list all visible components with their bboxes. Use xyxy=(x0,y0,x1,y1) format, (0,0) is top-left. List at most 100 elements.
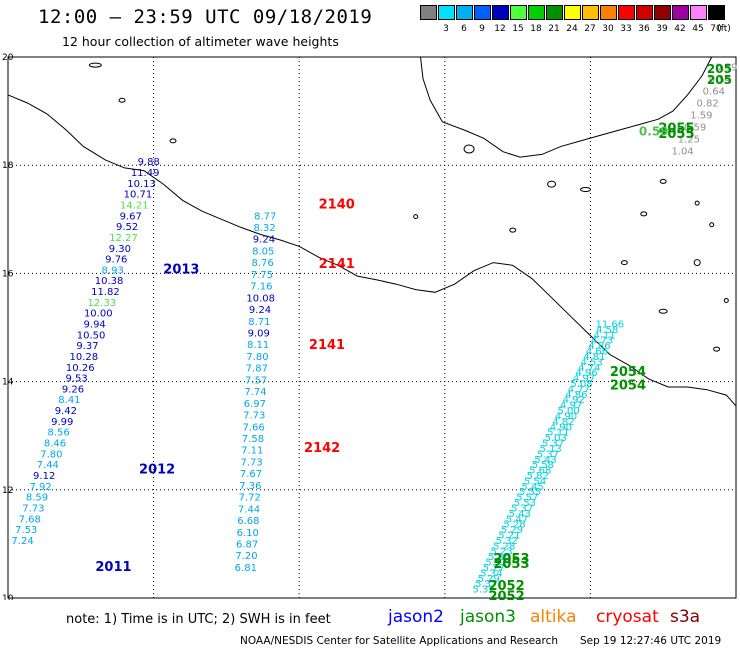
scale-label: 15 xyxy=(512,24,524,34)
wave-height-value: 5.11 xyxy=(547,428,569,439)
wave-height-value: 12.33 xyxy=(88,298,117,309)
pass-number-label: 2053 xyxy=(493,552,529,567)
lake-outline xyxy=(659,178,667,184)
scale-swatch xyxy=(420,5,437,20)
latitude-tick-label: 14 xyxy=(2,378,14,388)
wave-height-value: 7.44 xyxy=(238,504,260,515)
lake-outline xyxy=(118,97,126,103)
wave-height-value: 4.11 xyxy=(594,330,616,341)
wave-height-value: 9.12 xyxy=(33,471,55,482)
wave-height-value: 5.23 xyxy=(491,547,513,558)
wave-height-value: 9.67 xyxy=(120,211,142,222)
wave-height-value: 7.75 xyxy=(251,270,273,281)
wave-height-value: 5.37 xyxy=(542,439,564,450)
lake-outline xyxy=(580,187,592,193)
scale-label: 18 xyxy=(530,24,542,34)
wave-height-value: 8.46 xyxy=(44,439,66,450)
wave-height-value: 5.29 xyxy=(478,574,500,585)
wave-height-value: 8.77 xyxy=(254,211,276,222)
wave-height-value: 5.12 xyxy=(485,558,507,569)
wave-height-value: 5.35 xyxy=(488,552,510,563)
wave-height-value: 5.13 xyxy=(539,444,561,455)
lake-outline xyxy=(694,200,700,206)
wave-height-value: 4.58 xyxy=(596,325,618,336)
lake-outline xyxy=(640,211,648,217)
wave-height-value: 4.66 xyxy=(586,347,608,358)
lake-outline xyxy=(463,144,475,154)
wave-height-value: 10.38 xyxy=(95,276,124,287)
wave-height-value: 1.25 xyxy=(678,134,700,145)
scale-label: 39 xyxy=(656,24,668,34)
lake-outline xyxy=(413,214,419,220)
scale-swatch xyxy=(510,5,527,20)
wave-height-value: 5.27 xyxy=(483,563,505,574)
wave-height-value: 7.72 xyxy=(239,493,261,504)
pass-number-label: 205 xyxy=(707,73,732,87)
wave-height-value: 4.77 xyxy=(568,384,590,395)
wave-height-value: 4.53 xyxy=(581,357,603,368)
wave-height-value: 4.73 xyxy=(591,336,613,347)
lake-outline xyxy=(723,297,729,303)
scale-label: 6 xyxy=(461,24,467,34)
map-canvas: -105-102-99-96-93-901012141618209.8811.4… xyxy=(2,53,737,600)
wave-height-value: 10.28 xyxy=(70,352,99,363)
wave-height-value: 7.74 xyxy=(244,387,266,398)
lake-outline xyxy=(509,227,517,233)
wave-height-value: 5.82 xyxy=(527,471,549,482)
scale-swatch xyxy=(492,5,509,20)
pass-number-label: 2055 xyxy=(658,127,694,142)
wave-height-value: 11.49 xyxy=(131,168,160,179)
wave-height-value: 4.86 xyxy=(565,390,587,401)
latitude-tick-label: 18 xyxy=(2,161,14,171)
map-border xyxy=(7,56,737,599)
wave-height-value: 5.54 xyxy=(524,476,546,487)
wave-height-value: 1.04 xyxy=(671,146,693,157)
scale-swatch xyxy=(708,5,725,20)
wave-height-value: 5.28 xyxy=(493,541,515,552)
lake-outline xyxy=(709,222,715,228)
lake-outline xyxy=(658,308,668,314)
scale-swatch xyxy=(582,5,599,20)
wave-height-value: 9.42 xyxy=(55,406,77,417)
pass-number-label: 2142 xyxy=(304,441,340,456)
latitude-tick-label: 20 xyxy=(2,53,14,63)
scale-label: 30 xyxy=(602,24,614,34)
wave-height-value: 6.10 xyxy=(237,528,259,539)
wave-height-value: 5.47 xyxy=(506,514,528,525)
scale-swatch xyxy=(546,5,563,20)
wave-height-value: 5.29 xyxy=(501,525,523,536)
wave-height-value: 5.37 xyxy=(475,579,497,590)
wave-height-value: 9.53 xyxy=(66,374,88,385)
wave-height-value: 9.26 xyxy=(62,384,84,395)
wave-height-value: 4.97 xyxy=(560,401,582,412)
wave-height-value: 8.56 xyxy=(47,428,69,439)
scale-swatch xyxy=(654,5,671,20)
wave-height-value: 7.87 xyxy=(246,364,268,375)
wave-height-value: 7.80 xyxy=(40,449,62,460)
scale-swatch xyxy=(456,5,473,20)
latitude-tick-label: 12 xyxy=(2,486,13,496)
wave-height-value: 5.57 xyxy=(516,493,538,504)
scale-label: 70 xyxy=(710,24,722,34)
wave-height-value: 5.03 xyxy=(545,433,567,444)
pacific-coastline xyxy=(7,94,737,407)
wave-height-value: 6.87 xyxy=(236,540,258,551)
latitude-tick-label: 10 xyxy=(2,594,14,600)
wave-height-value: 7.73 xyxy=(243,411,265,422)
scale-unit-label: (ft) xyxy=(717,24,731,34)
lake-outline xyxy=(713,346,721,352)
legend-altika: altika xyxy=(530,607,577,627)
wave-height-value: 4.90 xyxy=(550,422,572,433)
wave-height-value: 5.43 xyxy=(509,509,531,520)
wave-height-value: 7.73 xyxy=(22,503,44,514)
legend-jason3: jason3 xyxy=(460,607,516,627)
lake-outline xyxy=(620,260,628,266)
page-title: 12:00 — 23:59 UTC 09/18/2019 xyxy=(38,6,373,28)
scale-swatch xyxy=(438,5,455,20)
wave-height-value: 4.92 xyxy=(563,395,585,406)
gulf-coastline xyxy=(420,56,713,158)
wave-height-value: 10.08 xyxy=(246,293,275,304)
scale-label: 12 xyxy=(494,24,506,34)
wave-height-value: 0.82 xyxy=(696,98,718,109)
